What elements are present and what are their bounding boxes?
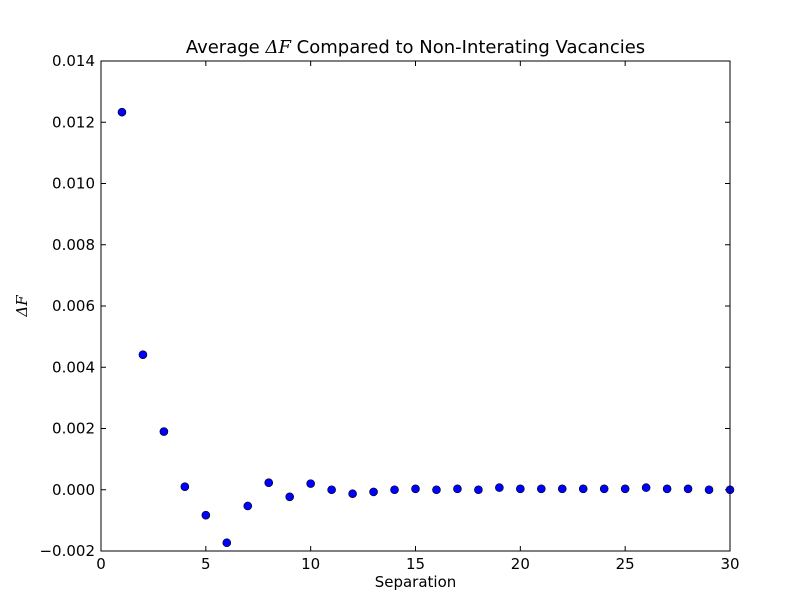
- data-point: [516, 484, 525, 494]
- data-point: [453, 484, 462, 494]
- data-point: [474, 485, 483, 495]
- x-tick-label: 5: [201, 555, 211, 573]
- data-point: [599, 484, 609, 494]
- x-tick-label: 25: [616, 555, 635, 573]
- data-point: [683, 484, 693, 494]
- data-point: [641, 483, 651, 492]
- chart-title-suffix: Compared to Non-Interating Vacancies: [291, 37, 645, 58]
- data-point: [348, 489, 357, 499]
- x-tick-label: 30: [720, 555, 739, 573]
- data-point: [243, 501, 253, 511]
- y-tick-label: 0.014: [52, 52, 95, 70]
- chart-title-math: ΔF: [264, 37, 292, 58]
- data-point: [662, 484, 672, 494]
- data-point: [117, 107, 127, 117]
- data-point: [138, 350, 148, 359]
- y-axis-title: ΔF: [13, 295, 31, 318]
- chart-title: Average ΔF Compared to Non-Interating Va…: [186, 37, 645, 58]
- plot-frame: [100, 60, 731, 552]
- data-point: [180, 482, 190, 491]
- data-point: [390, 485, 399, 495]
- y-tick-label: 0.004: [52, 358, 95, 376]
- y-tick-label: 0.012: [52, 113, 95, 131]
- y-tick-label: 0.008: [52, 236, 95, 254]
- data-point: [222, 538, 232, 548]
- data-point: [578, 484, 588, 494]
- y-tick-label: −0.002: [39, 542, 95, 560]
- chart-title-prefix: Average: [186, 37, 266, 58]
- data-point: [306, 479, 315, 488]
- data-point: [432, 485, 441, 495]
- data-point: [285, 492, 295, 502]
- y-tick-label: 0.010: [52, 175, 95, 193]
- data-point: [369, 487, 378, 497]
- data-point: [557, 484, 567, 494]
- data-point: [201, 510, 211, 520]
- x-axis-title: Separation: [375, 573, 457, 591]
- data-point: [704, 485, 714, 495]
- plot-area: 0 5 10 15 20 25 30 −0.002 0.000 0.002 0.004 0.006 0.…: [39, 52, 739, 573]
- x-tick-label: 0: [96, 555, 106, 573]
- y-tick-label: 0.006: [52, 297, 95, 315]
- y-tick-label: 0.000: [52, 481, 95, 499]
- data-point: [411, 484, 420, 494]
- x-tick-label: 15: [406, 555, 425, 573]
- data-point: [327, 485, 336, 495]
- data-point: [495, 483, 504, 492]
- x-tick-label: 10: [301, 555, 320, 573]
- y-tick-label: 0.002: [52, 420, 95, 438]
- data-point: [620, 484, 630, 494]
- data-point: [264, 478, 274, 488]
- data-point: [159, 427, 169, 436]
- data-point: [536, 484, 546, 494]
- x-tick-label: 20: [511, 555, 530, 573]
